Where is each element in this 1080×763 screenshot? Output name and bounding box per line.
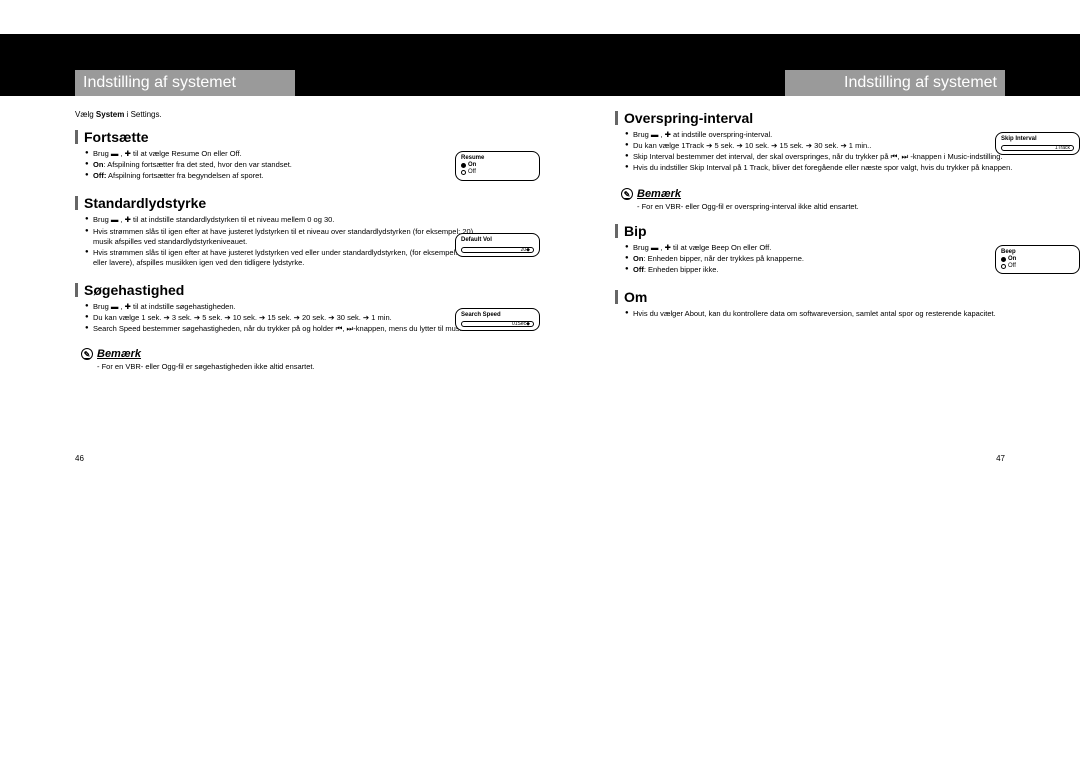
osd-bar: 20 ◆ xyxy=(461,247,534,253)
sec-title: Om xyxy=(615,289,1015,305)
sec-fortsaette: Fortsætte Brug ▬ , ✚ til at vælge Resume… xyxy=(75,129,475,181)
osd-skipinterval: Skip Interval 1Track xyxy=(995,132,1080,155)
bullet-list: Brug ▬ , ✚ til at vælge Resume On eller … xyxy=(75,149,475,181)
osd-bar: 01Sec ◆ xyxy=(461,321,534,327)
header-title-left: Indstilling af systemet xyxy=(83,74,236,92)
list-item: Brug ▬ , ✚ til at indstille standardlyds… xyxy=(85,215,475,225)
osd-resume: Resume On Off xyxy=(455,151,540,181)
note-label: Bemærk xyxy=(637,188,681,200)
bullet-list: Brug ▬ , ✚ til at vælge Beep On eller Of… xyxy=(615,243,1015,275)
note-icon: ✎ xyxy=(621,188,633,200)
bar-icon xyxy=(615,111,618,125)
sec-title-text: Standardlydstyrke xyxy=(84,195,206,211)
osd-title: Default Vol xyxy=(461,237,534,244)
bullet-list: Brug ▬ , ✚ til at indstille søgehastighe… xyxy=(75,302,475,334)
page-left: Indstilling af systemet Vælg System i Se… xyxy=(0,0,540,763)
sec-title: Søgehastighed xyxy=(75,282,475,298)
osd-beep: Beep On Off xyxy=(995,245,1080,275)
list-item: Hvis du vælger About, kan du kontrollere… xyxy=(625,309,1015,319)
bar-icon xyxy=(75,283,78,297)
bullet-list: Hvis du vælger About, kan du kontrollere… xyxy=(615,309,1015,319)
page-number: 47 xyxy=(996,454,1005,463)
sec-title-text: Overspring-interval xyxy=(624,110,753,126)
osd-bar: 1Track xyxy=(1001,145,1074,151)
sec-title-text: Bip xyxy=(624,223,647,239)
osd-searchspeed: Search Speed 01Sec ◆ xyxy=(455,308,540,331)
header-title-right: Indstilling af systemet xyxy=(844,74,997,92)
osd-title: Resume xyxy=(461,155,534,162)
sec-title: Standardlydstyrke xyxy=(75,195,475,211)
osd-opt: Off xyxy=(468,169,476,176)
content-left: Vælg System i Settings. Fortsætte Brug ▬… xyxy=(75,110,475,371)
sec-om: Om Hvis du vælger About, kan du kontroll… xyxy=(615,289,1015,319)
sec-title: Overspring-interval xyxy=(615,110,1015,126)
list-item: Off: Afspilning fortsætter fra begyndels… xyxy=(85,171,475,181)
radio-off-icon xyxy=(1001,264,1006,269)
bar-icon xyxy=(75,130,78,144)
list-item: Search Speed bestemmer søgehastigheden, … xyxy=(85,324,475,334)
list-item: Hvis strømmen slås til igen efter at hav… xyxy=(85,248,475,268)
sec-title-text: Om xyxy=(624,289,647,305)
header-right: Indstilling af systemet xyxy=(785,70,1005,96)
sec-bip: Bip Brug ▬ , ✚ til at vælge Beep On elle… xyxy=(615,223,1015,275)
bar-icon xyxy=(615,224,618,238)
note-icon: ✎ xyxy=(81,348,93,360)
bullet-list: Brug ▬ , ✚ at indstille overspring-inter… xyxy=(615,130,1015,174)
list-item: Brug ▬ , ✚ til at vælge Beep On eller Of… xyxy=(625,243,1015,253)
list-item: On: Afspilning fortsætter fra det sted, … xyxy=(85,160,475,170)
content-right: Overspring-interval Brug ▬ , ✚ at indsti… xyxy=(615,110,1015,333)
intro-post: i Settings. xyxy=(124,110,161,119)
page-number: 46 xyxy=(75,454,84,463)
list-item: Hvis strømmen slås til igen efter at hav… xyxy=(85,227,475,247)
list-item: Hvis du indstiller Skip Interval på 1 Tr… xyxy=(625,163,1015,173)
osd-value: 01Sec xyxy=(512,321,526,327)
sec-overspring: Overspring-interval Brug ▬ , ✚ at indsti… xyxy=(615,110,1015,174)
osd-opt: On xyxy=(468,162,476,169)
list-item: Brug ▬ , ✚ til at indstille søgehastighe… xyxy=(85,302,475,312)
list-item: Off: Enheden bipper ikke. xyxy=(625,265,1015,275)
page-right: Indstilling af systemet Overspring-inter… xyxy=(540,0,1080,763)
sec-title-text: Fortsætte xyxy=(84,129,149,145)
sec-title: Bip xyxy=(615,223,1015,239)
list-item: Du kan vælge 1Track ➔ 5 sek. ➔ 10 sek. ➔… xyxy=(625,141,1015,151)
note-heading: ✎ Bemærk xyxy=(621,188,1015,200)
osd-title: Skip Interval xyxy=(1001,136,1074,143)
sec-standardlyd: Standardlydstyrke Brug ▬ , ✚ til at inds… xyxy=(75,195,475,268)
list-item: On: Enheden bipper, når der trykkes på k… xyxy=(625,254,1015,264)
osd-defaultvol: Default Vol 20 ◆ xyxy=(455,233,540,256)
list-item: Brug ▬ , ✚ til at vælge Resume On eller … xyxy=(85,149,475,159)
radio-on-icon xyxy=(1001,257,1006,262)
note-label: Bemærk xyxy=(97,348,141,360)
osd-value: 1Track xyxy=(1055,145,1070,151)
header-left: Indstilling af systemet xyxy=(75,70,295,96)
intro-line: Vælg System i Settings. xyxy=(75,110,475,119)
list-item: Skip Interval bestemmer det interval, de… xyxy=(625,152,1015,162)
intro-bold: System xyxy=(96,110,124,119)
sec-sogehastighed: Søgehastighed Brug ▬ , ✚ til at indstill… xyxy=(75,282,475,334)
osd-opt: On xyxy=(1008,256,1016,263)
intro-pre: Vælg xyxy=(75,110,96,119)
sec-title-text: Søgehastighed xyxy=(84,282,184,298)
note-heading: ✎ Bemærk xyxy=(81,348,475,360)
radio-off-icon xyxy=(461,170,466,175)
bullet-list: Brug ▬ , ✚ til at indstille standardlyds… xyxy=(75,215,475,268)
list-item: Du kan vælge 1 sek. ➔ 3 sek. ➔ 5 sek. ➔ … xyxy=(85,313,475,323)
osd-title: Search Speed xyxy=(461,312,534,319)
note-text: - For en VBR- eller Ogg-fil er søgehasti… xyxy=(75,362,475,371)
osd-title: Beep xyxy=(1001,249,1074,256)
radio-on-icon xyxy=(461,163,466,168)
osd-opt: Off xyxy=(1008,263,1016,270)
osd-value: 20 xyxy=(521,247,527,253)
bar-icon xyxy=(615,290,618,304)
list-item: Brug ▬ , ✚ at indstille overspring-inter… xyxy=(625,130,1015,140)
note-text: - For en VBR- eller Ogg-fil er oversprin… xyxy=(615,202,1015,211)
bar-icon xyxy=(75,196,78,210)
sec-title: Fortsætte xyxy=(75,129,475,145)
